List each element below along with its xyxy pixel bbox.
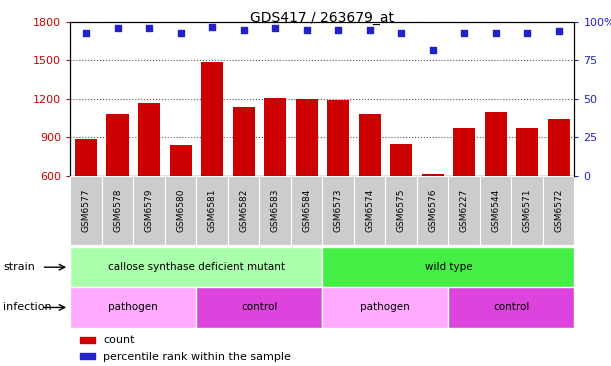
Bar bbox=[133, 176, 165, 245]
Text: control: control bbox=[493, 302, 530, 313]
Text: GSM6576: GSM6576 bbox=[428, 189, 437, 232]
Bar bbox=[516, 128, 538, 176]
Bar bbox=[323, 287, 448, 328]
Point bbox=[333, 27, 343, 33]
Bar bbox=[480, 176, 511, 245]
Bar bbox=[70, 247, 323, 287]
Point bbox=[522, 30, 532, 36]
Text: GSM6574: GSM6574 bbox=[365, 189, 374, 232]
Bar bbox=[354, 176, 386, 245]
Text: GSM6584: GSM6584 bbox=[302, 189, 311, 232]
Text: GSM6577: GSM6577 bbox=[81, 189, 90, 232]
Point bbox=[302, 27, 312, 33]
Bar bbox=[422, 174, 444, 176]
Point bbox=[207, 24, 217, 30]
Text: wild type: wild type bbox=[425, 262, 472, 272]
Bar bbox=[264, 97, 286, 176]
Point bbox=[239, 27, 249, 33]
Text: pathogen: pathogen bbox=[360, 302, 410, 313]
Text: count: count bbox=[103, 335, 134, 345]
Text: control: control bbox=[241, 302, 277, 313]
Text: GSM6572: GSM6572 bbox=[554, 189, 563, 232]
Bar bbox=[547, 119, 569, 176]
Point bbox=[270, 25, 280, 31]
Bar bbox=[448, 176, 480, 245]
Bar bbox=[233, 107, 255, 176]
Bar bbox=[511, 176, 543, 245]
Text: GSM6580: GSM6580 bbox=[176, 189, 185, 232]
Bar bbox=[291, 176, 323, 245]
Text: GSM6571: GSM6571 bbox=[522, 189, 532, 232]
Point bbox=[459, 30, 469, 36]
Bar bbox=[296, 99, 318, 176]
Point bbox=[554, 28, 563, 34]
Bar bbox=[102, 176, 133, 245]
Bar bbox=[138, 103, 160, 176]
Text: strain: strain bbox=[3, 262, 35, 272]
Point bbox=[491, 30, 500, 36]
Bar bbox=[81, 353, 95, 359]
Bar bbox=[417, 176, 448, 245]
Bar bbox=[453, 128, 475, 176]
Text: GSM6583: GSM6583 bbox=[271, 189, 280, 232]
Bar bbox=[543, 176, 574, 245]
Bar bbox=[359, 114, 381, 176]
Bar bbox=[448, 287, 574, 328]
Bar bbox=[75, 139, 97, 176]
Bar bbox=[390, 143, 412, 176]
Bar bbox=[259, 176, 291, 245]
Bar bbox=[323, 176, 354, 245]
Text: infection: infection bbox=[3, 302, 52, 313]
Text: GSM6575: GSM6575 bbox=[397, 189, 406, 232]
Bar bbox=[106, 114, 128, 176]
Bar bbox=[70, 176, 102, 245]
Bar bbox=[165, 176, 196, 245]
Point bbox=[175, 30, 185, 36]
Text: pathogen: pathogen bbox=[108, 302, 158, 313]
Bar bbox=[196, 287, 323, 328]
Text: GSM6544: GSM6544 bbox=[491, 189, 500, 232]
Bar bbox=[169, 145, 192, 176]
Bar bbox=[70, 287, 196, 328]
Bar bbox=[327, 100, 349, 176]
Text: GSM6573: GSM6573 bbox=[334, 189, 343, 232]
Bar bbox=[228, 176, 259, 245]
Text: GSM6582: GSM6582 bbox=[239, 189, 248, 232]
Bar bbox=[386, 176, 417, 245]
Text: GDS417 / 263679_at: GDS417 / 263679_at bbox=[251, 11, 394, 25]
Text: GSM6581: GSM6581 bbox=[208, 189, 216, 232]
Text: GSM6578: GSM6578 bbox=[113, 189, 122, 232]
Bar bbox=[201, 62, 223, 176]
Point bbox=[396, 30, 406, 36]
Point bbox=[428, 47, 437, 53]
Point bbox=[112, 25, 122, 31]
Bar bbox=[323, 247, 574, 287]
Bar bbox=[81, 337, 95, 343]
Point bbox=[81, 30, 91, 36]
Text: callose synthase deficient mutant: callose synthase deficient mutant bbox=[108, 262, 285, 272]
Bar bbox=[196, 176, 228, 245]
Text: GSM6579: GSM6579 bbox=[145, 189, 153, 232]
Text: percentile rank within the sample: percentile rank within the sample bbox=[103, 352, 291, 362]
Text: GSM6227: GSM6227 bbox=[459, 189, 469, 232]
Bar bbox=[485, 112, 507, 176]
Point bbox=[144, 25, 154, 31]
Point bbox=[365, 27, 375, 33]
